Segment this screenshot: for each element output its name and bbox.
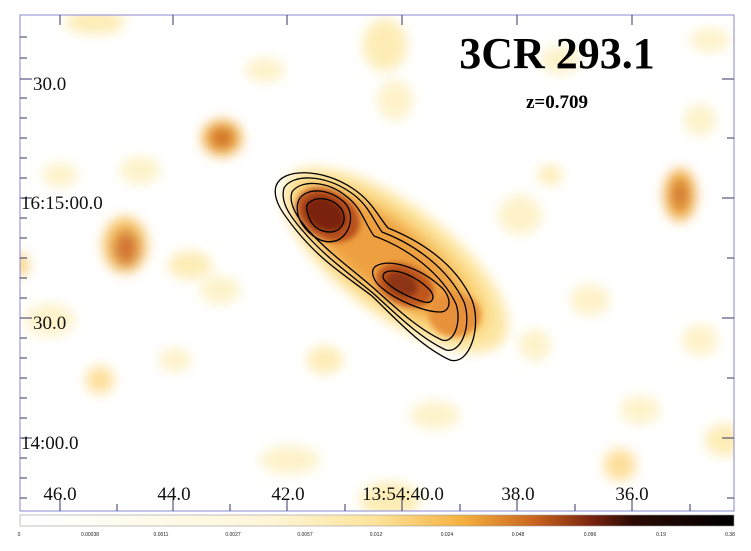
plot-border <box>19 14 735 512</box>
y-tick-label: 16:15:00.0 <box>21 193 103 214</box>
redshift-label: z=0.709 <box>526 92 588 113</box>
colorbar-tick-label: 0.19 <box>656 532 666 538</box>
colorbar-tick-label: 0 <box>18 532 21 538</box>
x-tick-label: 44.0 <box>157 484 190 505</box>
y-tick-label: 14:00.0 <box>21 433 79 454</box>
x-tick-label: 36.0 <box>615 484 648 505</box>
axis-ticks <box>20 15 734 511</box>
colorbar-tick-label: 0.024 <box>441 532 454 538</box>
y-tick-label: 30.0 <box>33 313 66 334</box>
source-title: 3CR 293.1 <box>459 29 655 78</box>
colorbar-tick-label: 0.00038 <box>81 532 99 538</box>
colorbar-tick-label: 0.012 <box>370 532 383 538</box>
x-tick-label: 46.0 <box>43 484 76 505</box>
colorbar-tick-label: 0.096 <box>584 532 597 538</box>
radio-contours <box>274 172 477 362</box>
colorbar-tick-label: 0.0011 <box>154 532 169 538</box>
colorbar-tick-label: 0.048 <box>512 532 525 538</box>
colorbar-tick-label: 0.0027 <box>225 532 241 538</box>
colorbar-tick-label: 0.0057 <box>297 532 313 538</box>
y-tick-label: 30.0 <box>33 74 66 95</box>
colorbar-gradient <box>19 514 735 527</box>
x-tick-label: 38.0 <box>501 484 534 505</box>
colorbar-labels: 0 0.00038 0.0011 0.0027 0.0057 0.012 0.0… <box>18 532 735 538</box>
x-tick-label: 13:54:40.0 <box>362 484 444 505</box>
colorbar-tick-label: 0.38 <box>725 532 735 538</box>
x-tick-label: 42.0 <box>271 484 304 505</box>
colorbar <box>19 514 735 527</box>
